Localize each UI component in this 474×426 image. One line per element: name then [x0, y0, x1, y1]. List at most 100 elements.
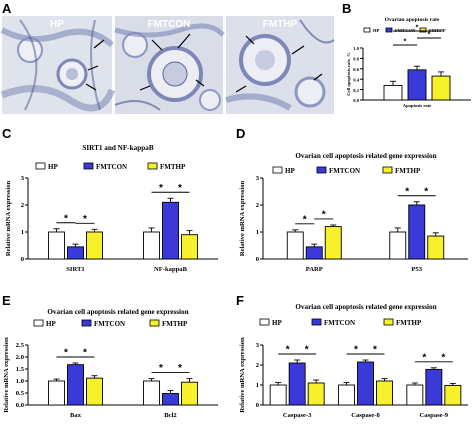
chart-c-ytick-2: 2 — [21, 202, 25, 209]
chart-d-sig-label-3: * — [424, 186, 428, 197]
chart-f-legend-fmtcon: FMTCON — [324, 319, 355, 327]
chart-e-ylabel: Relative mRNA expression — [3, 337, 10, 413]
chart-c-bar-0-hp — [48, 231, 65, 260]
chart-b-title: Ovarian apoptosis rate — [385, 17, 440, 23]
chart-b-legend-fmthp: FMTHP — [429, 28, 446, 33]
chart-b-bar-0-hp — [383, 84, 403, 101]
chart-f-sig-label-2: * — [354, 345, 358, 356]
chart-e-sig-label-0: * — [64, 348, 68, 359]
chart-e-sig-label-1: * — [83, 348, 87, 359]
chart-e-legend-fmthp: FMTHP — [162, 320, 188, 328]
chart-c-ytick-3: 3 — [21, 175, 25, 182]
chart-f-sig-label-0: * — [286, 345, 290, 356]
chart-d-xtick-1: P53 — [411, 266, 422, 273]
chart-c-ytick-0: 0 — [21, 256, 25, 263]
charts-layer: Ovarian apoptosis rate HP FMTCON FMTHP Cell … — [3, 17, 471, 419]
chart-f-sig-label-3: * — [373, 345, 377, 356]
chart-d-title: Ovarian cell apoptosis related gene expr… — [295, 152, 436, 160]
chart-e-ytick-3: 1.5 — [16, 366, 25, 373]
chart-e-bar-1-fmtcon — [162, 393, 179, 406]
chart-c-xtick-0: SIRT1 — [66, 266, 84, 273]
chart-c-bar-0-fmtcon — [67, 246, 84, 260]
chart-b-bar-0-fmthp — [431, 75, 451, 101]
chart-b-ytick-5: 1.0 — [353, 46, 359, 51]
chart-c-title: SIRT1 and NF-kappaB — [82, 144, 153, 152]
chart-e-ytick-4: 2.0 — [16, 354, 25, 361]
chart-e-ytick-1: 0.5 — [16, 390, 25, 397]
chart-f-legend-swatch-fmthp — [383, 318, 394, 326]
chart-b-sig-label-0: * — [404, 39, 407, 46]
chart-c-bar-1-fmthp — [181, 234, 198, 260]
chart-c-ytick-1: 1 — [21, 229, 24, 236]
chart-e-legend-fmtcon: FMTCON — [94, 320, 125, 328]
panel-letter-f: F — [236, 293, 244, 308]
micrograph-fmthp-label: FMTHP — [263, 19, 298, 30]
chart-e-bar-0-hp — [48, 380, 65, 406]
micrograph-fmthp: FMTHP — [225, 16, 335, 114]
chart-c-legend-swatch-fmtcon — [83, 162, 94, 170]
chart-f-bar-1-hp — [338, 384, 355, 406]
chart-d-ylabel: Relative mRNA expression — [239, 181, 246, 257]
chart-f-bar-2-hp — [406, 384, 424, 406]
chart-c-ylabel: Relative mRNA expression — [5, 181, 12, 257]
panel-letter-c: C — [2, 126, 12, 141]
chart-c-legend-swatch-hp — [35, 162, 46, 170]
panel-letter-a: A — [2, 1, 12, 16]
chart-f-ytick-0: 0 — [256, 402, 260, 409]
chart-d-ytick-3: 3 — [256, 175, 260, 182]
chart-c-bar-1-fmtcon — [162, 201, 179, 260]
chart-f-legend-swatch-fmtcon — [311, 318, 322, 326]
chart-f-bar-1-fmtcon — [357, 361, 374, 406]
chart-c-legend-fmtcon: FMTCON — [96, 163, 127, 171]
chart-d-bar-0-fmtcon — [305, 246, 323, 260]
chart-f-legend-swatch-hp — [259, 318, 270, 326]
chart-f-ylabel: Relative mRNA expression — [239, 337, 246, 413]
chart-f-legend-fmthp: FMTHP — [396, 319, 422, 327]
chart-e: Ovarian cell apoptosis related gene expr… — [3, 308, 218, 419]
chart-d-sig-label-1: * — [322, 209, 326, 220]
chart-d-legend-fmtcon: FMTCON — [329, 167, 360, 175]
panel-letter-d: D — [236, 126, 245, 141]
chart-f-bar-1-fmthp — [376, 380, 393, 406]
chart-e-ytick-0: 0.0 — [16, 402, 25, 409]
chart-f: Ovarian cell apoptosis related gene expr… — [239, 303, 468, 419]
chart-e-xtick-1: Bcl2 — [164, 412, 177, 419]
chart-c-legend-hp: HP — [48, 163, 58, 171]
micrograph-fmtcon: FMTCON — [114, 16, 225, 114]
chart-d: Ovarian cell apoptosis related gene expr… — [239, 152, 468, 273]
chart-f-ytick-3: 3 — [256, 342, 260, 349]
chart-b-ytick-0: 0.0 — [353, 98, 359, 103]
chart-e-legend-swatch-hp — [33, 319, 44, 327]
micrograph-fmtcon-label: FMTCON — [148, 19, 191, 30]
chart-b-legend-hp: HP — [373, 28, 380, 33]
chart-b-legend-swatch-fmthp — [419, 27, 427, 33]
chart-b-ytick-3: 0.6 — [353, 67, 359, 72]
chart-e-legend-swatch-fmtcon — [81, 319, 92, 327]
chart-b-sig-label-1: * — [428, 32, 431, 39]
micrograph-hp-label: HP — [50, 19, 64, 30]
chart-f-sig-label-1: * — [305, 345, 309, 356]
chart-c-sig-label-1: * — [83, 214, 87, 225]
chart-b-legend-swatch-fmtcon — [385, 27, 393, 33]
chart-d-legend-swatch-hp — [272, 166, 283, 174]
chart-c-sig-label-2: * — [159, 183, 163, 194]
chart-e-bar-1-hp — [143, 380, 160, 406]
chart-e-sig-label-3: * — [178, 363, 182, 374]
chart-c-bar-1-hp — [143, 231, 160, 260]
chart-d-legend-hp: HP — [285, 167, 295, 175]
chart-b: Ovarian apoptosis rate HP FMTCON FMTHP Cell … — [346, 17, 471, 108]
chart-c-sig-label-3: * — [178, 183, 182, 194]
chart-f-title: Ovarian cell apoptosis related gene expr… — [295, 303, 436, 311]
chart-b-ytick-1: 0.2 — [353, 88, 359, 93]
chart-c-legend-swatch-fmthp — [147, 162, 158, 170]
chart-e-legend-swatch-fmthp — [149, 319, 160, 327]
chart-d-ytick-0: 0 — [256, 256, 260, 263]
chart-d-bar-0-hp — [286, 231, 304, 260]
chart-b-legend-fmtcon: FMTCON — [395, 28, 416, 33]
chart-e-bar-1-fmthp — [181, 381, 198, 406]
chart-f-bar-0-hp — [269, 384, 287, 406]
chart-e-sig-label-2: * — [159, 363, 163, 374]
chart-d-bar-1-fmtcon — [408, 204, 426, 260]
chart-d-legend-swatch-fmthp — [382, 166, 393, 174]
